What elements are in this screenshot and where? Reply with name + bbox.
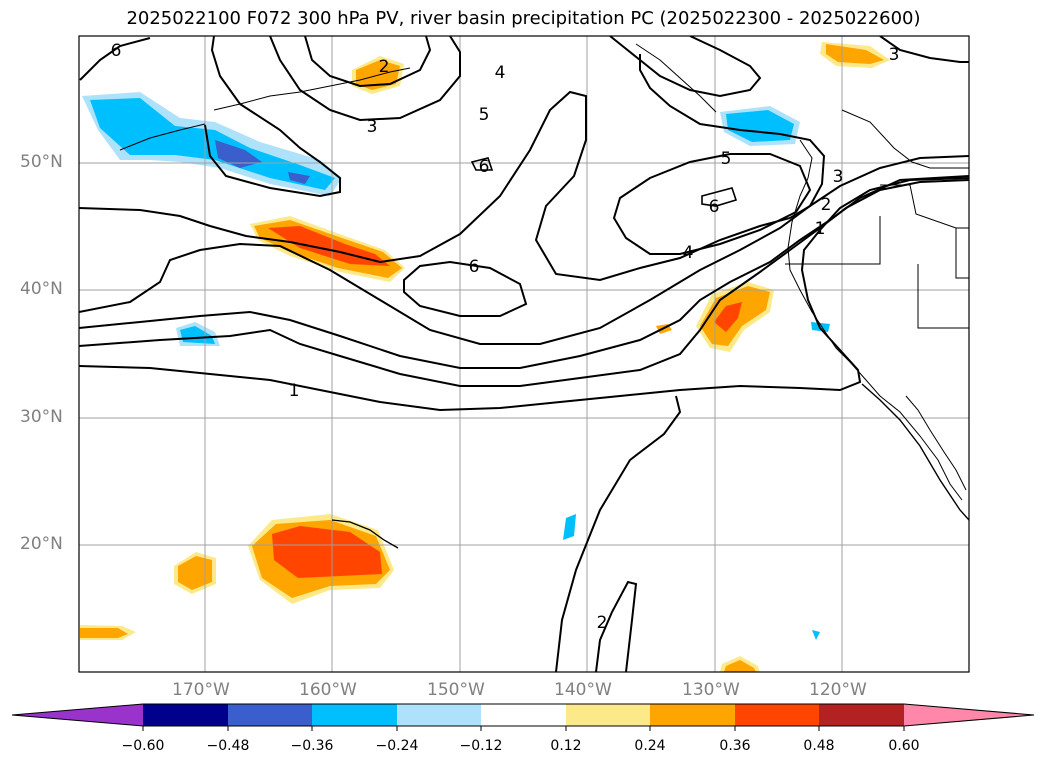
colorbar-swatch — [397, 704, 481, 726]
contour-label: 2 — [597, 613, 608, 633]
positive-precip-region — [178, 556, 212, 590]
colorbar-swatch — [650, 704, 735, 726]
positive-precip-region — [826, 44, 884, 64]
map-frame — [78, 35, 970, 673]
colorbar-swatch — [312, 704, 397, 726]
colorbar — [11, 703, 1035, 731]
lon-label: 130°W — [682, 680, 740, 700]
colorbar-tick-label: −0.48 — [206, 738, 250, 754]
contour-label: 6 — [111, 41, 122, 61]
lat-label: 30°N — [20, 407, 63, 427]
colorbar-extend-low — [12, 704, 143, 726]
lon-label: 120°W — [809, 680, 867, 700]
contour-label: 4 — [683, 243, 694, 263]
colorbar-tick-label: −0.24 — [375, 738, 419, 754]
colorbar-tick-label: −0.36 — [290, 738, 334, 754]
lat-label: 50°N — [20, 152, 63, 172]
colorbar-swatch — [566, 704, 650, 726]
contour-label: 2 — [821, 195, 832, 215]
colorbar-swatch — [819, 704, 904, 726]
colorbar-extend-high — [904, 704, 1034, 726]
lon-label: 170°W — [172, 680, 230, 700]
contour-label-layer: 6 5 4 3 2 1 6 6 5 6 4 3 2 1 1 2 3 — [111, 41, 900, 633]
positive-precip-region — [80, 628, 128, 638]
negative-precip-region — [180, 326, 215, 344]
negative-precip-region — [563, 514, 576, 540]
colorbar-swatch — [143, 704, 228, 726]
lat-label: 20°N — [20, 534, 63, 554]
contour-label: 6 — [479, 157, 490, 177]
positive-precip-region — [724, 660, 756, 672]
colorbar-tick-label: 0.60 — [888, 738, 920, 754]
negative-precip-region — [812, 630, 820, 640]
colorbar-tick-label: 0.24 — [634, 738, 666, 754]
contour-label: 1 — [289, 381, 300, 401]
lon-label: 150°W — [427, 680, 485, 700]
colorbar-swatch — [481, 704, 566, 726]
contour-label: 5 — [721, 149, 732, 169]
colorbar-tick-label: 0.12 — [550, 738, 582, 754]
graticule — [79, 36, 969, 672]
coastline-layer — [119, 43, 969, 549]
contour-label: 5 — [479, 105, 490, 125]
contour-label: 6 — [469, 257, 480, 277]
map-title: 2025022100 F072 300 hPa PV, river basin … — [126, 8, 921, 29]
negative-precip-region — [288, 172, 310, 184]
contour-label: 3 — [889, 45, 900, 65]
colorbar-swatch — [228, 704, 312, 726]
colorbar-swatch — [735, 704, 819, 726]
colorbar-tick-label: 0.36 — [719, 738, 751, 754]
contour-label: 6 — [709, 197, 720, 217]
positive-precip-region — [714, 302, 742, 332]
colorbar-tick-label: 0.48 — [803, 738, 835, 754]
contour-label: 2 — [379, 57, 390, 77]
positive-precip-region — [272, 526, 382, 578]
negative-precip-region — [90, 98, 335, 190]
lat-label: 40°N — [20, 279, 63, 299]
colorbar-tick-label: −0.60 — [121, 738, 165, 754]
contour-label: 3 — [833, 167, 844, 187]
contour-label: 3 — [367, 117, 378, 137]
contour-label: 1 — [815, 219, 826, 239]
lon-label: 140°W — [554, 680, 612, 700]
pv-contours — [79, 36, 969, 672]
lon-label: 160°W — [299, 680, 357, 700]
colorbar-tick-label: −0.12 — [459, 738, 503, 754]
negative-precip-region — [215, 140, 262, 168]
contour-label: 4 — [495, 63, 506, 83]
precipitation-fill-layer — [80, 42, 890, 672]
